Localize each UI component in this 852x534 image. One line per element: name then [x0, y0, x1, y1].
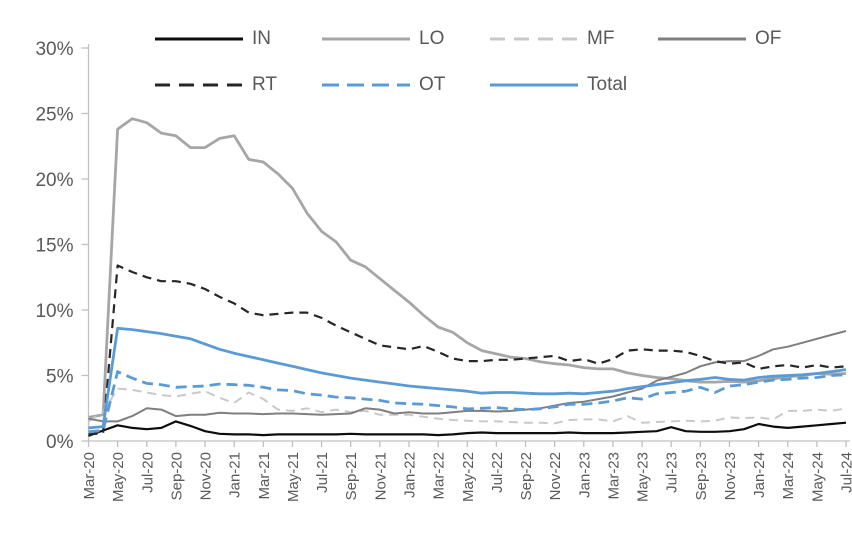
legend-line-swatch-mf: [490, 37, 578, 41]
x-tick-label-group: Mar-22: [431, 452, 448, 500]
x-tick-label-group: Jan-24: [751, 452, 768, 498]
x-tick-label: Mar-23: [605, 452, 622, 500]
legend-item-of: OF: [658, 28, 781, 50]
x-tick-label-group: Sep-22: [518, 452, 535, 500]
series-line-rt: [88, 264, 847, 436]
x-tick-label: Mar-22: [431, 452, 448, 500]
y-tick-label: 20%: [35, 170, 73, 191]
x-tick-label-group: Jan-23: [576, 452, 593, 498]
x-tick-label-group: Sep-21: [343, 452, 360, 500]
x-tick-label: Mar-20: [81, 452, 98, 500]
x-tick-label-group: May-24: [809, 452, 826, 502]
series-line-ot: [88, 370, 847, 434]
x-tick-label: Jan-24: [751, 452, 768, 498]
legend-item-in: IN: [155, 28, 271, 50]
x-tick-label: Mar-21: [256, 452, 273, 500]
x-tick-label-group: May-23: [635, 452, 652, 502]
series-line-mf: [87, 387, 847, 425]
y-tick-label: 25%: [35, 105, 73, 126]
x-tick-label: Jul-23: [664, 452, 681, 493]
legend-label-in: IN: [252, 28, 271, 49]
x-tick-label: Sep-23: [693, 452, 710, 500]
y-tick-label: 15%: [35, 236, 73, 257]
x-tick-label: May-21: [285, 452, 302, 502]
legend-label-ot: OT: [419, 74, 446, 95]
y-tick-label: 5%: [46, 367, 74, 388]
x-tick-label: Sep-22: [518, 452, 535, 500]
y-tick-label: 0%: [46, 432, 74, 453]
legend-item-total: Total: [490, 74, 627, 96]
series-line-in: [88, 420, 847, 437]
x-tick-label: May-20: [110, 452, 127, 502]
y-tick-label: 30%: [35, 39, 73, 60]
x-tick-label: May-24: [809, 452, 826, 502]
legend-label-total: Total: [587, 74, 628, 95]
legend-item-lo: LO: [322, 28, 444, 50]
legend-line-swatch-of: [658, 37, 746, 41]
legend-item-rt: RT: [155, 74, 277, 96]
x-tick-label: Nov-20: [198, 452, 215, 500]
x-tick-label-group: Nov-23: [722, 452, 739, 500]
x-tick-label: Nov-23: [722, 452, 739, 500]
x-tick-label-group: Jul-22: [489, 452, 506, 493]
legend-line-swatch-rt: [155, 83, 243, 87]
legend-line-swatch-ot: [322, 83, 410, 87]
x-tick-label-group: Jul-24: [839, 452, 852, 493]
x-tick-label-group: Jan-21: [227, 452, 244, 498]
x-tick-label-group: Nov-21: [372, 452, 389, 500]
x-tick-label: Jul-24: [839, 452, 852, 493]
x-tick-label-group: Mar-20: [81, 452, 98, 500]
x-tick-label-group: May-21: [285, 452, 302, 502]
x-tick-label-group: Mar-21: [256, 452, 273, 500]
legend-label-rt: RT: [252, 74, 277, 95]
x-tick-label-group: Jul-21: [314, 452, 331, 493]
legend-label-lo: LO: [419, 28, 445, 49]
x-tick-label-group: May-20: [110, 452, 127, 502]
legend-label-mf: MF: [587, 28, 615, 49]
x-tick-label: May-22: [460, 452, 477, 502]
x-tick-label-group: Jul-20: [139, 452, 156, 493]
x-tick-label: May-23: [635, 452, 652, 502]
x-tick-label: Jul-20: [139, 452, 156, 493]
x-tick-label-group: Nov-22: [547, 452, 564, 500]
x-tick-label: Jan-21: [227, 452, 244, 498]
x-tick-label: Jan-23: [576, 452, 593, 498]
x-tick-label-group: Sep-20: [168, 452, 185, 500]
x-tick-label: Jul-22: [489, 452, 506, 493]
legend-item-mf: MF: [490, 28, 614, 50]
series-line-total: [88, 326, 847, 430]
legend-label-of: OF: [755, 28, 782, 49]
x-tick-label-group: Mar-23: [605, 452, 622, 500]
x-tick-label-group: Jul-23: [664, 452, 681, 493]
legend-item-ot: OT: [322, 74, 445, 96]
legend-line-swatch-in: [155, 37, 243, 41]
x-tick-label: Jul-21: [314, 452, 331, 493]
legend-line-swatch-lo: [322, 37, 410, 41]
series-line-lo: [88, 117, 847, 419]
x-tick-label: Sep-20: [168, 452, 185, 500]
legend-line-swatch-total: [490, 83, 578, 87]
x-tick-label-group: Sep-23: [693, 452, 710, 500]
x-tick-label-group: Mar-24: [780, 452, 797, 500]
x-tick-label: Nov-21: [372, 452, 389, 500]
x-tick-label: Nov-22: [547, 452, 564, 500]
x-tick-label-group: May-22: [460, 452, 477, 502]
y-tick-label: 10%: [35, 301, 73, 322]
chart-legend: IN LO MF OF RT OT Total: [0, 0, 852, 110]
x-tick-label: Jan-22: [401, 452, 418, 498]
x-tick-label-group: Jan-22: [401, 452, 418, 498]
x-tick-label: Sep-21: [343, 452, 360, 500]
x-tick-label: Mar-24: [780, 452, 797, 500]
x-tick-label-group: Nov-20: [198, 452, 215, 500]
